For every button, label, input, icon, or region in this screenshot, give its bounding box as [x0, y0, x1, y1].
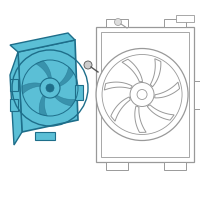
Polygon shape — [122, 59, 143, 82]
Polygon shape — [36, 61, 51, 78]
Circle shape — [46, 84, 54, 92]
Polygon shape — [106, 162, 128, 170]
Polygon shape — [101, 32, 189, 157]
Polygon shape — [10, 33, 75, 52]
Circle shape — [114, 19, 122, 25]
Circle shape — [84, 61, 92, 69]
Polygon shape — [22, 83, 41, 94]
Circle shape — [102, 54, 182, 134]
Polygon shape — [164, 19, 186, 27]
Circle shape — [40, 78, 60, 98]
Polygon shape — [164, 162, 186, 170]
Polygon shape — [10, 79, 18, 91]
Polygon shape — [35, 132, 55, 140]
Circle shape — [96, 48, 188, 140]
Polygon shape — [55, 95, 76, 106]
Polygon shape — [18, 40, 78, 132]
Polygon shape — [176, 15, 194, 22]
Polygon shape — [75, 85, 83, 100]
Polygon shape — [96, 27, 194, 162]
Polygon shape — [155, 82, 180, 98]
Circle shape — [137, 90, 147, 99]
Polygon shape — [150, 59, 161, 87]
Polygon shape — [106, 19, 128, 27]
Polygon shape — [59, 67, 74, 86]
Polygon shape — [104, 82, 132, 90]
Polygon shape — [135, 106, 146, 132]
Polygon shape — [111, 97, 130, 121]
Polygon shape — [39, 95, 47, 116]
Polygon shape — [147, 105, 174, 120]
Polygon shape — [194, 80, 200, 108]
Circle shape — [130, 82, 154, 106]
Polygon shape — [10, 99, 18, 111]
Polygon shape — [10, 52, 22, 145]
